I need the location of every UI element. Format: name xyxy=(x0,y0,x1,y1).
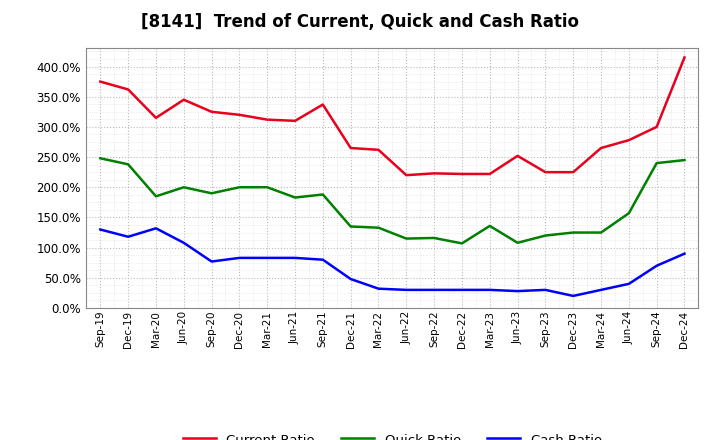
Cash Ratio xyxy=(458,287,467,293)
Quick Ratio xyxy=(235,185,243,190)
Cash Ratio xyxy=(485,287,494,293)
Current Ratio xyxy=(485,171,494,176)
Current Ratio xyxy=(374,147,383,153)
Cash Ratio xyxy=(179,240,188,246)
Cash Ratio xyxy=(124,234,132,239)
Quick Ratio xyxy=(207,191,216,196)
Line: Cash Ratio: Cash Ratio xyxy=(100,228,685,296)
Cash Ratio xyxy=(235,255,243,260)
Current Ratio xyxy=(179,97,188,103)
Quick Ratio xyxy=(96,156,104,161)
Quick Ratio xyxy=(124,161,132,167)
Cash Ratio xyxy=(207,259,216,264)
Quick Ratio xyxy=(318,192,327,197)
Current Ratio xyxy=(346,145,355,150)
Cash Ratio xyxy=(541,287,550,293)
Quick Ratio xyxy=(569,230,577,235)
Current Ratio xyxy=(541,169,550,175)
Cash Ratio xyxy=(597,287,606,293)
Cash Ratio xyxy=(680,251,689,257)
Cash Ratio xyxy=(374,286,383,291)
Current Ratio xyxy=(96,79,104,84)
Quick Ratio xyxy=(152,194,161,199)
Current Ratio xyxy=(597,145,606,150)
Text: [8141]  Trend of Current, Quick and Cash Ratio: [8141] Trend of Current, Quick and Cash … xyxy=(141,13,579,31)
Current Ratio xyxy=(124,87,132,92)
Quick Ratio xyxy=(541,233,550,238)
Cash Ratio xyxy=(263,255,271,260)
Current Ratio xyxy=(458,171,467,176)
Cash Ratio xyxy=(652,263,661,268)
Current Ratio xyxy=(263,117,271,122)
Quick Ratio xyxy=(179,185,188,190)
Current Ratio xyxy=(680,55,689,60)
Line: Quick Ratio: Quick Ratio xyxy=(100,158,685,243)
Current Ratio xyxy=(624,138,633,143)
Quick Ratio xyxy=(374,225,383,231)
Cash Ratio xyxy=(96,227,104,232)
Cash Ratio xyxy=(318,257,327,262)
Current Ratio xyxy=(152,115,161,121)
Cash Ratio xyxy=(346,276,355,282)
Quick Ratio xyxy=(485,223,494,228)
Line: Current Ratio: Current Ratio xyxy=(100,58,685,175)
Cash Ratio xyxy=(513,289,522,294)
Cash Ratio xyxy=(291,255,300,260)
Current Ratio xyxy=(235,112,243,117)
Quick Ratio xyxy=(430,235,438,241)
Current Ratio xyxy=(291,118,300,124)
Quick Ratio xyxy=(652,161,661,166)
Quick Ratio xyxy=(624,211,633,216)
Cash Ratio xyxy=(402,287,410,293)
Legend: Current Ratio, Quick Ratio, Cash Ratio: Current Ratio, Quick Ratio, Cash Ratio xyxy=(177,428,608,440)
Current Ratio xyxy=(402,172,410,178)
Cash Ratio xyxy=(569,293,577,299)
Cash Ratio xyxy=(430,287,438,293)
Cash Ratio xyxy=(152,226,161,231)
Quick Ratio xyxy=(458,241,467,246)
Current Ratio xyxy=(207,109,216,114)
Quick Ratio xyxy=(680,158,689,163)
Quick Ratio xyxy=(263,185,271,190)
Cash Ratio xyxy=(624,281,633,286)
Current Ratio xyxy=(513,153,522,158)
Quick Ratio xyxy=(513,240,522,246)
Current Ratio xyxy=(318,102,327,107)
Current Ratio xyxy=(430,171,438,176)
Quick Ratio xyxy=(402,236,410,241)
Current Ratio xyxy=(652,124,661,129)
Quick Ratio xyxy=(346,224,355,229)
Quick Ratio xyxy=(597,230,606,235)
Current Ratio xyxy=(569,169,577,175)
Quick Ratio xyxy=(291,195,300,200)
